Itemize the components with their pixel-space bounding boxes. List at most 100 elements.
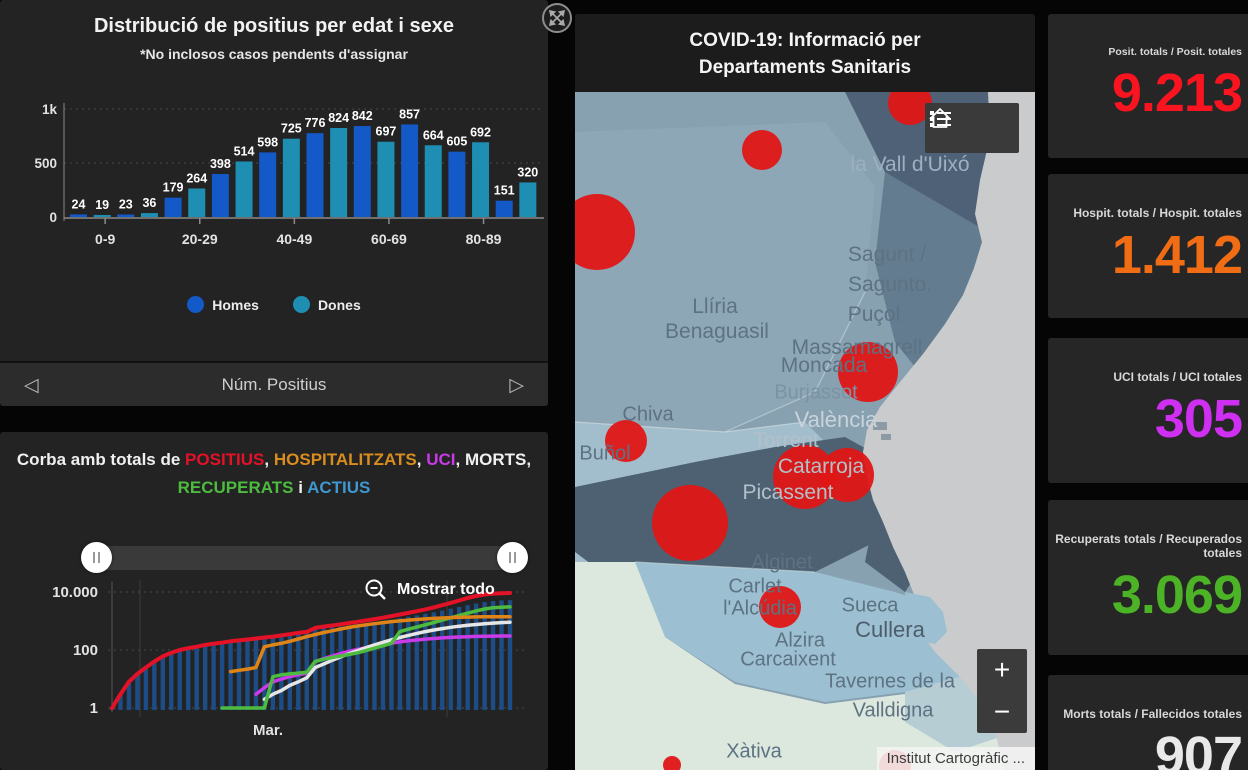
map-zoom-control: + − (977, 649, 1027, 733)
svg-text:605: 605 (446, 135, 467, 149)
svg-text:692: 692 (470, 125, 491, 139)
bar-chart-title: Distribució de positius per edat i sexe (93, 15, 455, 37)
kpi-morts-label: Morts totals / Fallecidos totales (1063, 707, 1242, 721)
map-title: COVID-19: Informació per Departaments Sa… (689, 30, 921, 78)
svg-text:0: 0 (49, 210, 57, 225)
curve-title-part: ACTIUS (307, 478, 371, 497)
bar-chart-legend: Homes Dones (0, 296, 548, 313)
svg-text:500: 500 (34, 156, 57, 171)
map-toolbox (925, 103, 1019, 153)
case-cluster-circle[interactable] (575, 194, 635, 270)
svg-text:842: 842 (352, 109, 373, 123)
case-cluster-circle[interactable] (773, 445, 837, 509)
svg-text:151: 151 (494, 184, 515, 198)
svg-text:36: 36 (142, 196, 156, 210)
map-graphics (575, 92, 1035, 770)
svg-text:20-29: 20-29 (182, 231, 218, 247)
chart-pager-bar[interactable]: ◁ Núm. Positius ▷ (0, 361, 548, 406)
kpi-uci: UCI totals / UCI totales 305 (1048, 338, 1248, 483)
svg-text:100: 100 (73, 642, 98, 659)
legend-label-dones: Dones (317, 296, 361, 313)
dones-legend-dot-icon (292, 296, 310, 313)
slider-handle-right[interactable] (497, 542, 528, 573)
legend-list-icon (930, 111, 951, 127)
svg-text:514: 514 (234, 144, 255, 158)
svg-text:264: 264 (186, 171, 207, 185)
curve-title-part: , (455, 450, 465, 469)
curve-title-part: Corba amb totals de (16, 450, 186, 469)
time-range-slider[interactable] (0, 542, 548, 574)
svg-text:320: 320 (517, 165, 538, 179)
svg-text:697: 697 (376, 125, 397, 139)
totals-curve-chart: 1 100 10.000 Mar. (52, 580, 528, 739)
kpi-uci-label: UCI totals / UCI totales (1113, 370, 1242, 384)
svg-text:776: 776 (305, 116, 326, 130)
legend-item-homes[interactable]: Homes (187, 296, 259, 313)
homes-legend-dot-icon (187, 296, 205, 313)
kpi-hospitalitzats-label: Hospit. totals / Hospit. totales (1073, 206, 1242, 220)
curve-title-part: MORTS, (464, 450, 532, 469)
slider-handle-left[interactable] (81, 542, 112, 573)
svg-text:179: 179 (163, 181, 184, 195)
panel-move-icon[interactable] (542, 3, 572, 33)
curve-title-part: POSITIUS (185, 450, 265, 469)
svg-text:23: 23 (119, 198, 133, 212)
kpi-hospitalitzats-value: 1.412 (1111, 225, 1243, 285)
legend-item-dones[interactable]: Dones (292, 296, 361, 313)
home-icon (929, 108, 951, 128)
svg-text:857: 857 (399, 107, 420, 121)
svg-text:824: 824 (328, 111, 349, 125)
case-cluster-circle[interactable] (838, 342, 898, 402)
svg-text:725: 725 (281, 122, 302, 136)
case-cluster-circle[interactable] (742, 130, 782, 170)
show-all-label: Mostrar todo (397, 581, 495, 598)
case-cluster-circle[interactable] (888, 92, 932, 125)
show-all-button[interactable]: Mostrar todo (364, 578, 495, 602)
svg-text:664: 664 (423, 128, 444, 142)
pager-prev-icon[interactable]: ◁ (0, 374, 63, 396)
case-cluster-circle[interactable] (663, 756, 681, 770)
curve-title-part: RECUPERATS (177, 478, 294, 497)
curve-title-part: , (264, 450, 274, 469)
svg-text:1: 1 (90, 700, 98, 717)
map-canvas[interactable]: la Vall d'Uixó Sagunt / Sagunto. Puçol Llíri… (575, 92, 1035, 770)
age-sex-chart-panel: 0 500 1k 24 19 23 36 179 264 398 514 598 725 776 824 84… (0, 0, 548, 406)
svg-text:40-49: 40-49 (276, 231, 312, 247)
svg-text:60-69: 60-69 (371, 231, 407, 247)
kpi-morts: Morts totals / Fallecidos totales 907 (1048, 675, 1248, 770)
four-arrows-icon (548, 9, 566, 27)
kpi-positius-value: 9.213 (1111, 63, 1243, 123)
case-cluster-circle[interactable] (820, 448, 874, 502)
case-cluster-circle[interactable] (605, 420, 647, 462)
map-attribution[interactable]: Institut Cartogràfic ... (876, 747, 1035, 770)
svg-text:398: 398 (210, 157, 231, 171)
zoom-out-button[interactable]: − (977, 691, 1027, 733)
zoom-in-button[interactable]: + (977, 649, 1027, 691)
kpi-recuperats-value: 3.069 (1111, 565, 1243, 625)
svg-text:10.000: 10.000 (52, 584, 98, 601)
svg-text:24: 24 (72, 197, 86, 211)
case-cluster-circle[interactable] (759, 586, 801, 628)
svg-text:0-9: 0-9 (95, 231, 115, 247)
svg-text:Mar.: Mar. (253, 722, 283, 739)
totals-curve-panel: 1 100 10.000 Mar. Corba amb totals de POSIT… (0, 432, 548, 770)
pager-next-icon[interactable]: ▷ (485, 374, 548, 396)
kpi-hospitalitzats: Hospit. totals / Hospit. totales 1.412 (1048, 174, 1248, 318)
curve-title-part: , (416, 450, 427, 469)
slider-track[interactable] (96, 546, 512, 570)
curve-title-part: UCI (426, 450, 456, 469)
zoom-out-magnifier-icon (365, 579, 386, 600)
map-panel: COVID-19: Informació per Departaments Sa… (575, 14, 1035, 770)
svg-text:19: 19 (95, 198, 109, 212)
kpi-recuperats: Recuperats totals / Recuperados totales … (1048, 500, 1248, 655)
svg-text:1k: 1k (42, 102, 58, 117)
case-cluster-circle[interactable] (652, 485, 728, 561)
pager-label: Núm. Positius (221, 374, 327, 394)
svg-text:598: 598 (257, 135, 278, 149)
curve-chart-title: Corba amb totals de POSITIUS, HOSPITALIT… (0, 446, 548, 502)
legend-label-homes: Homes (212, 296, 259, 313)
curve-title-part: HOSPITALITZATS (273, 450, 417, 469)
kpi-positius: Posit. totals / Posit. totales 9.213 (1048, 14, 1248, 158)
bar-chart-subtitle: *No inclosos casos pendents d'assignar (140, 46, 408, 62)
